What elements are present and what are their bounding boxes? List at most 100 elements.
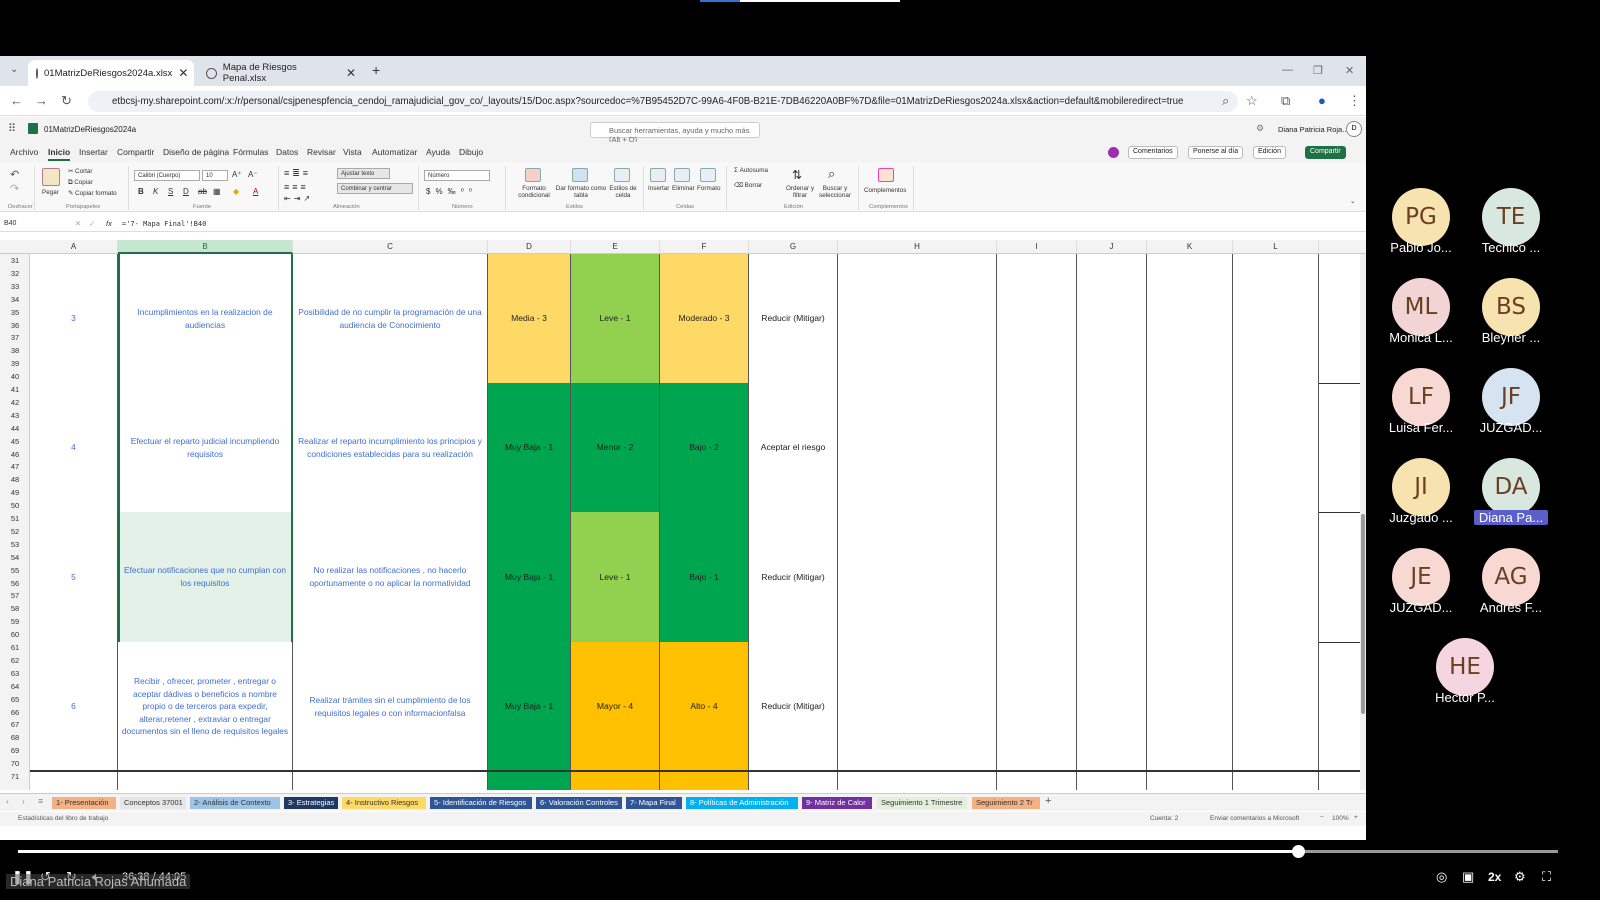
row-number[interactable]: 71	[10, 772, 20, 781]
participant-tile[interactable]: HE Hector P...	[1410, 638, 1520, 718]
participant-tile[interactable]: JE JUZGAD...	[1366, 548, 1476, 628]
row-number[interactable]: 55	[10, 565, 20, 575]
row-number[interactable]: 65	[10, 694, 20, 704]
sheet-tab[interactable]: 3- Estrategias	[284, 797, 338, 809]
new-tab-button[interactable]: +	[372, 62, 381, 78]
sheet-tab[interactable]: 1- Presentación	[52, 797, 116, 809]
cell-impact[interactable]: Leve - 1	[571, 512, 660, 642]
empty-cell[interactable]	[838, 383, 997, 512]
zoom-level[interactable]: 100%	[1332, 815, 1349, 822]
row-number[interactable]: 53	[10, 539, 20, 549]
partial-cell[interactable]	[997, 772, 1077, 790]
cell-prob[interactable]: Muy Baja - 1	[488, 383, 571, 512]
zoom-out-icon[interactable]: −	[1320, 814, 1324, 821]
participant-tile[interactable]: LF Luisa Fer...	[1366, 368, 1476, 448]
cell-risk[interactable]: Incumplimientos en la realizacion de aud…	[118, 254, 293, 383]
column-header-h[interactable]: H	[838, 240, 997, 254]
menu-archivo[interactable]: Archivo	[10, 147, 39, 157]
partial-cell[interactable]	[30, 772, 118, 790]
menu-diseno[interactable]: Diseño de página	[163, 147, 230, 157]
sheet-tab[interactable]: 5- Identificación de Riesgos	[430, 797, 532, 809]
cell-num[interactable]: 5	[30, 512, 118, 642]
fullscreen-icon[interactable]: ⛶	[1542, 869, 1552, 884]
empty-cell[interactable]	[997, 383, 1077, 512]
prev-sheet-icon[interactable]: ‹	[6, 797, 9, 806]
empty-cell[interactable]	[997, 512, 1077, 642]
empty-cell[interactable]	[1147, 254, 1233, 383]
formula-cancel-icon[interactable]: ✕	[75, 219, 82, 228]
row-number[interactable]: 38	[10, 346, 20, 356]
partial-cell[interactable]	[1233, 772, 1319, 790]
sheet-tab[interactable]: 9- Matriz de Calor	[802, 797, 872, 809]
redo-icon[interactable]: ↷	[10, 183, 20, 195]
scrollbar-thumb[interactable]	[1361, 514, 1365, 714]
cell-num[interactable]: 4	[30, 383, 118, 512]
partial-cell[interactable]	[838, 772, 997, 790]
column-header-b[interactable]: B	[118, 240, 293, 254]
row-number[interactable]: 62	[10, 655, 20, 665]
add-sheet-button[interactable]: +	[1045, 795, 1052, 807]
sort-filter-label[interactable]: Ordenar y filtrar	[786, 185, 814, 199]
empty-cell[interactable]	[1147, 642, 1233, 771]
next-sheet-icon[interactable]: ›	[22, 797, 25, 806]
zoom-in-icon[interactable]: +	[1354, 814, 1358, 821]
sheet-tab[interactable]: Conceptos 37001	[120, 797, 186, 809]
row-number[interactable]: 48	[10, 475, 20, 485]
increase-font-icon[interactable]: A⁺	[232, 170, 242, 179]
cell-risk[interactable]: Efectuar notificaciones que no cumplan c…	[118, 512, 293, 642]
format-cells-label[interactable]: Formato	[697, 185, 721, 192]
restore-icon[interactable]: ❐	[1313, 65, 1323, 77]
forward-icon[interactable]: →	[35, 93, 48, 108]
number-format-select[interactable]: Número	[424, 170, 490, 181]
browser-menu-icon[interactable]: ⋮	[1348, 93, 1361, 108]
playback-speed[interactable]: 2x	[1488, 870, 1502, 884]
column-header-c[interactable]: C	[293, 240, 488, 254]
user-avatar[interactable]: D	[1346, 121, 1362, 137]
vertical-scrollbar[interactable]	[1360, 254, 1366, 790]
audio-description-icon[interactable]: ◎	[1436, 869, 1448, 884]
row-number[interactable]: 45	[10, 436, 20, 446]
cell-level[interactable]: Bajo - 2	[660, 383, 749, 512]
close-window-icon[interactable]: ✕	[1345, 65, 1355, 77]
paste-icon[interactable]	[42, 168, 60, 186]
row-number[interactable]: 43	[10, 410, 20, 420]
sort-filter-icon[interactable]: ⇅	[792, 168, 803, 182]
row-number[interactable]: 68	[10, 733, 20, 743]
cell-styles-icon[interactable]	[614, 168, 630, 182]
partial-cell[interactable]	[1077, 772, 1147, 790]
row-number[interactable]: 67	[10, 720, 20, 730]
empty-cell[interactable]	[1077, 512, 1147, 642]
feedback-link[interactable]: Enviar comentarios a Microsoft	[1210, 815, 1300, 822]
fill-color-icon[interactable]: ◆	[233, 187, 240, 196]
column-header-g[interactable]: G	[749, 240, 838, 254]
find-select-label[interactable]: Buscar y seleccionar	[819, 185, 851, 199]
row-number[interactable]: 51	[10, 514, 20, 523]
cell-desc[interactable]: Realizar el reparto incumplimiento los p…	[293, 383, 488, 512]
column-header-i[interactable]: I	[997, 240, 1077, 254]
copilot-icon[interactable]	[1108, 147, 1119, 158]
empty-cell[interactable]	[838, 642, 997, 771]
row-number[interactable]: 47	[10, 462, 20, 472]
row-number[interactable]: 58	[10, 604, 20, 614]
row-number[interactable]: 36	[10, 320, 20, 330]
copy-format-button[interactable]: ✎ Copiar formato	[68, 190, 117, 197]
cell-num[interactable]: 3	[30, 254, 118, 383]
comments-button[interactable]: Comentarios	[1128, 146, 1178, 159]
conditional-format-icon[interactable]	[525, 168, 541, 182]
format-as-table-icon[interactable]	[572, 168, 588, 182]
app-launcher-icon[interactable]: ⠿	[8, 123, 17, 135]
row-number[interactable]: 33	[10, 281, 20, 291]
cell-risk[interactable]: Efectuar el reparto judicial incumpliend…	[118, 383, 293, 512]
merge-center-button[interactable]: Combinar y centrar	[337, 183, 413, 194]
empty-cell[interactable]	[1233, 512, 1319, 642]
format-as-table-label[interactable]: Dar formato como tabla	[555, 185, 607, 199]
menu-compartir[interactable]: Compartir	[117, 147, 155, 157]
partial-cell[interactable]	[571, 772, 660, 790]
sheet-tab[interactable]: Seguimiento 2 Tr	[972, 797, 1040, 809]
addins-label[interactable]: Complementos	[864, 187, 907, 194]
cut-button[interactable]: ✂ Cortar	[68, 168, 93, 175]
partial-cell[interactable]	[488, 772, 571, 790]
partial-cell[interactable]	[293, 772, 488, 790]
row-number[interactable]: 44	[10, 423, 20, 433]
